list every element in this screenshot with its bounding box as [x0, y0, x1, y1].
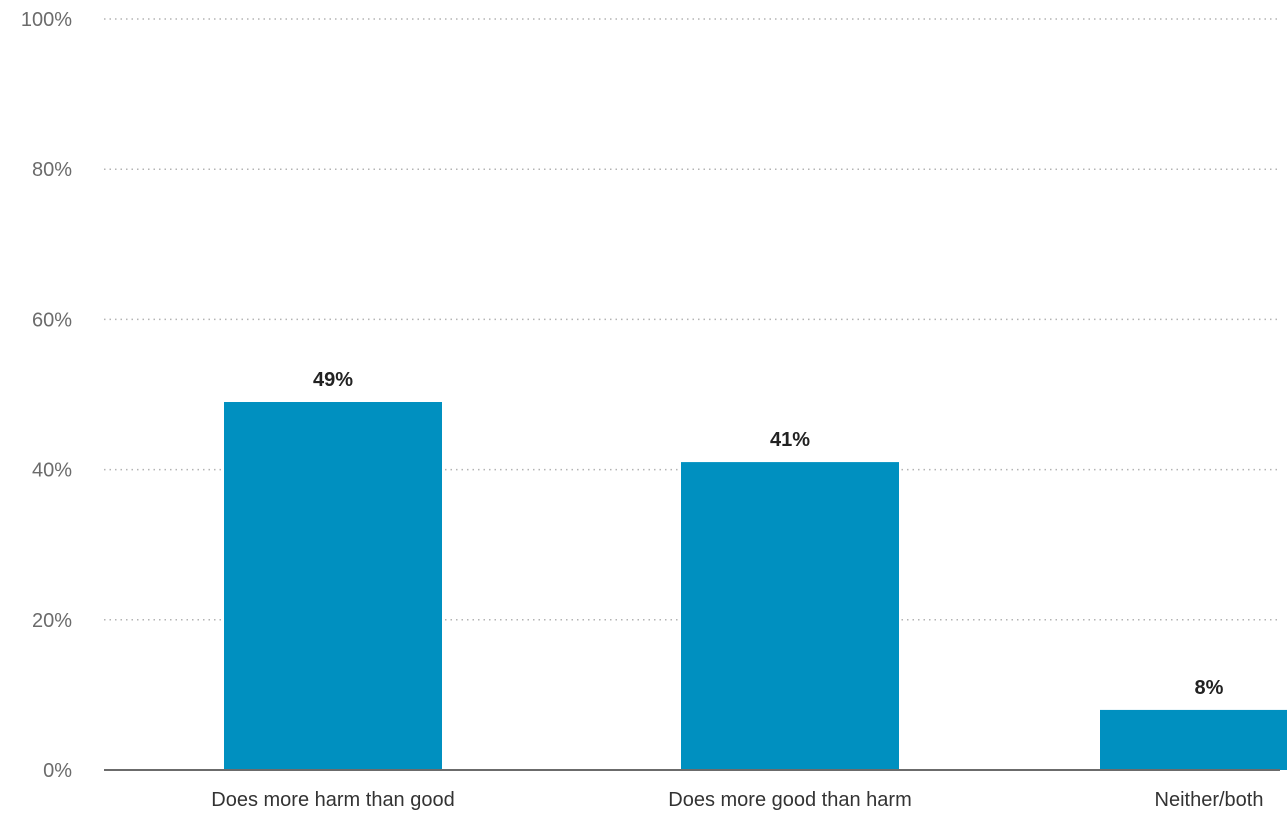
y-tick-label-100: 100%	[21, 9, 72, 31]
category-label-1: Does more good than harm	[668, 789, 911, 811]
value-label-1: 41%	[770, 429, 810, 451]
x-axis-category-labels: Does more harm than good Does more good t…	[211, 789, 1263, 811]
category-label-0: Does more harm than good	[211, 789, 454, 811]
y-axis-tick-labels: 0% 20% 40% 60% 80% 100%	[21, 9, 72, 782]
y-tick-label-0: 0%	[43, 760, 72, 782]
y-tick-label-80: 80%	[32, 159, 72, 181]
y-tick-label-40: 40%	[32, 460, 72, 482]
bars	[224, 402, 1287, 770]
value-label-0: 49%	[313, 369, 353, 391]
bar-0	[224, 402, 442, 770]
bar-2	[1100, 709, 1287, 770]
category-label-2: Neither/both	[1155, 789, 1264, 811]
value-label-2: 8%	[1195, 677, 1224, 699]
y-tick-label-20: 20%	[32, 610, 72, 632]
gridlines	[104, 18, 1280, 621]
bar-value-labels: 49% 41% 8%	[313, 369, 1224, 699]
bar-1	[681, 462, 899, 770]
y-tick-label-60: 60%	[32, 309, 72, 331]
